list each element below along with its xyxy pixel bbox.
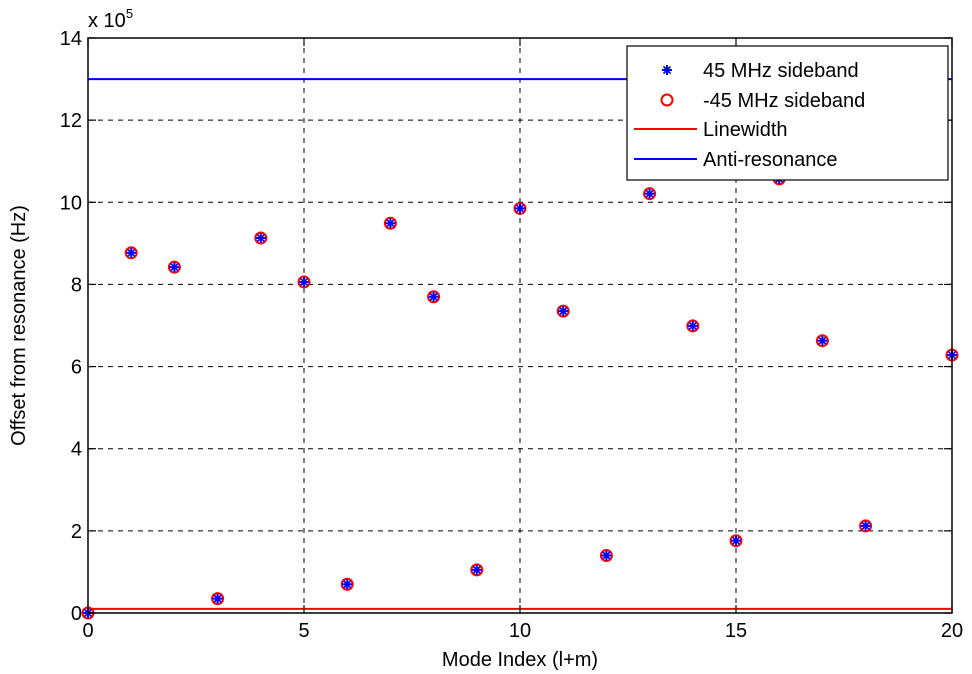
minus-45mhz-point bbox=[383, 216, 397, 230]
plus-45mhz-point bbox=[385, 218, 396, 229]
minus-45mhz-point bbox=[297, 275, 311, 289]
plus-45mhz-point bbox=[860, 520, 871, 531]
x-tick-label: 5 bbox=[298, 620, 309, 642]
minus-45mhz-point bbox=[124, 246, 138, 260]
legend-label: Linewidth bbox=[703, 119, 788, 141]
legend-swatch bbox=[662, 65, 672, 75]
plus-45mhz-point bbox=[515, 203, 525, 214]
legend-swatch bbox=[660, 93, 674, 107]
legend-box bbox=[626, 45, 949, 181]
plus-45mhz-point bbox=[644, 188, 655, 199]
plus-45mhz-point bbox=[687, 320, 698, 331]
minus-45mhz-point bbox=[686, 319, 700, 333]
minus-45mhz-point bbox=[599, 549, 613, 562]
plus-45mhz-point bbox=[817, 335, 828, 346]
y-tick-label: 6 bbox=[71, 357, 82, 379]
plus-45mhz-point bbox=[601, 550, 612, 561]
y-tick-label: 4 bbox=[71, 439, 82, 461]
plus-45mhz-point bbox=[255, 233, 266, 244]
minus-45mhz-point bbox=[254, 231, 268, 245]
x-tick-label: 20 bbox=[941, 620, 963, 642]
plus-45mhz-point bbox=[471, 564, 482, 575]
minus-45mhz-point bbox=[513, 201, 527, 215]
plus-45mhz-point bbox=[169, 262, 180, 273]
y-tick-label: 10 bbox=[60, 192, 82, 214]
y-tick-label: 12 bbox=[60, 110, 82, 132]
plus-45mhz-point bbox=[299, 276, 309, 287]
y-tick-label: 8 bbox=[71, 274, 82, 296]
minus-45mhz-point bbox=[643, 187, 657, 201]
y-axis-label: Offset from resonance (Hz) bbox=[8, 205, 30, 446]
x-tick-label: 0 bbox=[82, 620, 93, 642]
y-tick-label: 0 bbox=[71, 603, 82, 625]
plus-45mhz-point bbox=[731, 535, 741, 546]
y-tick-label: 2 bbox=[71, 521, 82, 543]
plus-45mhz-point bbox=[212, 593, 223, 604]
minus-45mhz-point bbox=[859, 519, 873, 533]
plus-45mhz-point bbox=[126, 247, 137, 258]
legend-label: -45 MHz sideband bbox=[703, 90, 865, 112]
minus-45mhz-point bbox=[340, 577, 354, 591]
y-multiplier-label: x 105 bbox=[88, 6, 133, 32]
legend-label: Anti-resonance bbox=[703, 149, 838, 171]
minus-45mhz-point bbox=[729, 534, 743, 548]
minus-45mhz-point bbox=[211, 592, 225, 606]
x-tick-label: 15 bbox=[725, 620, 747, 642]
y-tick-label: 14 bbox=[60, 28, 82, 50]
plus-45mhz-point bbox=[342, 579, 353, 590]
minus-45mhz-point bbox=[470, 563, 484, 577]
legend-label: 45 MHz sideband bbox=[703, 60, 859, 82]
plus-45mhz-point bbox=[558, 306, 569, 317]
x-axis-label: Mode Index (l+m) bbox=[442, 649, 598, 671]
plus-45mhz-point bbox=[428, 291, 439, 302]
minus-45mhz-point bbox=[167, 260, 181, 274]
x-tick-label: 10 bbox=[509, 620, 531, 642]
minus-45mhz-point bbox=[556, 304, 570, 318]
minus-45mhz-point bbox=[815, 334, 829, 348]
legend: 45 MHz sideband -45 MHz sideband Linewidth… bbox=[626, 45, 949, 181]
minus-45mhz-point bbox=[427, 290, 441, 304]
